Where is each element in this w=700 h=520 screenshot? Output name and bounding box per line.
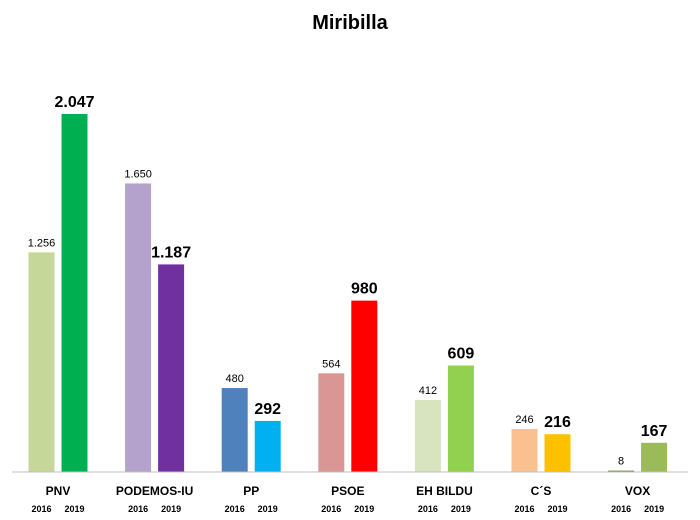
data-label-pnv-2016: 1.256 — [28, 237, 56, 249]
category-label-pnv: PNV — [46, 484, 71, 498]
year-label-vox-2019: 2019 — [644, 504, 664, 514]
bars-group — [28, 114, 668, 472]
data-label-podemos-iu-2019: 1.187 — [151, 244, 191, 261]
year-label-pp-2019: 2019 — [258, 504, 278, 514]
category-label-eh-bildu: EH BILDU — [416, 484, 473, 498]
bar-c-s-2019 — [544, 434, 571, 472]
year-label-psoe-2019: 2019 — [354, 504, 374, 514]
bar-eh-bildu-2016 — [414, 399, 441, 472]
data-label-psoe-2019: 980 — [351, 281, 378, 298]
year-label-psoe-2016: 2016 — [321, 504, 341, 514]
data-label-c-s-2016: 246 — [515, 414, 533, 426]
year-label-vox-2016: 2016 — [611, 504, 631, 514]
year-label-pnv-2016: 2016 — [31, 504, 51, 514]
category-label-pp: PP — [243, 484, 259, 498]
data-label-eh-bildu-2019: 609 — [448, 345, 475, 362]
bar-psoe-2019 — [351, 300, 378, 472]
data-label-c-s-2019: 216 — [544, 414, 571, 431]
category-label-c-s: C´S — [531, 484, 552, 498]
data-label-psoe-2016: 564 — [322, 358, 340, 370]
chart-title: Miribilla — [312, 12, 388, 34]
year-label-podemos-iu-2016: 2016 — [128, 504, 148, 514]
data-label-podemos-iu-2016: 1.650 — [124, 168, 152, 180]
labels-group: 1.256 2016 2.047 2019 PNV 1.650 2016 1.187 2019 P… — [28, 94, 668, 514]
bar-psoe-2016 — [318, 373, 345, 472]
year-label-eh-bildu-2019: 2019 — [451, 504, 471, 514]
year-label-pp-2016: 2016 — [225, 504, 245, 514]
bar-pnv-2016 — [28, 252, 55, 472]
data-label-pnv-2019: 2.047 — [54, 94, 94, 111]
bar-c-s-2016 — [511, 428, 538, 472]
bar-vox-2016 — [608, 470, 635, 472]
data-label-pp-2016: 480 — [226, 373, 244, 385]
bar-pp-2019 — [254, 420, 281, 472]
year-label-c-s-2016: 2016 — [514, 504, 534, 514]
category-label-psoe: PSOE — [331, 484, 364, 498]
bar-eh-bildu-2019 — [447, 365, 474, 472]
category-label-vox: VOX — [625, 484, 650, 498]
year-label-pnv-2019: 2019 — [64, 504, 84, 514]
bar-podemos-iu-2019 — [158, 264, 185, 472]
bar-pnv-2019 — [61, 114, 88, 472]
category-label-podemos-iu: PODEMOS-IU — [116, 484, 193, 498]
data-label-eh-bildu-2016: 412 — [419, 385, 437, 397]
year-label-podemos-iu-2019: 2019 — [161, 504, 181, 514]
data-label-vox-2019: 167 — [641, 423, 668, 440]
bar-pp-2016 — [221, 388, 248, 472]
bar-podemos-iu-2016 — [125, 183, 152, 472]
data-label-vox-2016: 8 — [618, 456, 624, 468]
bar-vox-2019 — [641, 442, 668, 472]
data-label-pp-2019: 292 — [254, 401, 281, 418]
year-label-eh-bildu-2016: 2016 — [418, 504, 438, 514]
year-label-c-s-2019: 2019 — [547, 504, 567, 514]
